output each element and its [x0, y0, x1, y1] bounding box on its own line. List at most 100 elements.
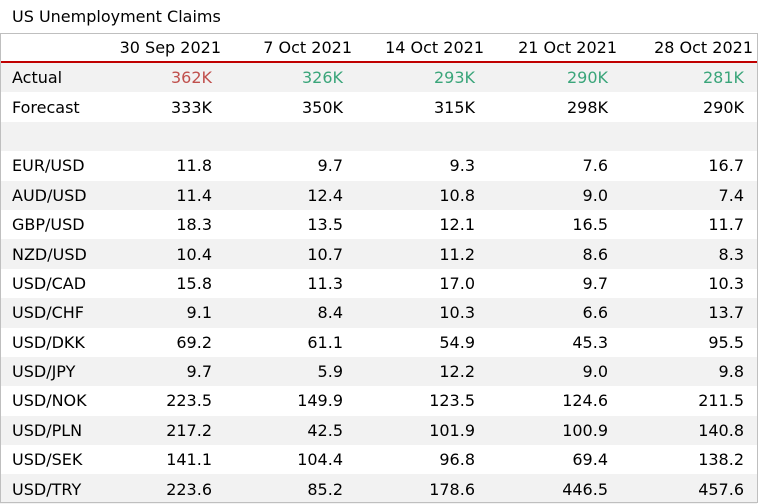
pair-value: 10.3	[356, 298, 488, 328]
pair-value: 8.6	[488, 239, 621, 269]
pair-value: 8.3	[621, 239, 757, 269]
pair-label: NZD/USD	[0, 239, 98, 269]
pair-value: 96.8	[439, 450, 475, 470]
pair-row: EUR/USD 11.8 9.7 9.3 7.6 16.7	[0, 151, 757, 180]
row-label: Actual	[0, 62, 98, 93]
pair-value: 95.5	[708, 332, 744, 352]
date-header: 7 Oct 2021	[225, 33, 356, 63]
pair-value: 15.8	[176, 273, 212, 293]
pair-value: 16.7	[708, 156, 744, 176]
pair-value: 9.0	[488, 180, 621, 210]
forecast-value: 350K	[301, 97, 343, 117]
pair-value: 11.8	[176, 156, 212, 176]
pair-value: 17.0	[439, 273, 475, 293]
pair-value: 223.5	[166, 391, 212, 411]
forecast-value: 290K	[702, 97, 744, 117]
pair-value: 85.2	[225, 474, 356, 504]
pair-value: 54.9	[439, 332, 475, 352]
table-title: US Unemployment Claims	[12, 7, 221, 26]
pair-value: 178.6	[356, 474, 488, 504]
pair-value: 9.7	[98, 356, 225, 387]
pair-value: 11.4	[98, 180, 225, 210]
date-header: 28 Oct 2021	[621, 33, 757, 63]
pair-row: NZD/USD 10.4 10.7 11.2 8.6 8.3	[0, 239, 757, 269]
actual-value: 293K	[356, 62, 488, 93]
pair-value: 149.9	[297, 391, 343, 411]
pair-value: 101.9	[356, 415, 488, 446]
pair-value: 123.5	[429, 391, 475, 411]
pair-value: 10.3	[708, 273, 744, 293]
row-label: Forecast	[12, 97, 80, 117]
spacer-cell	[225, 121, 356, 152]
pair-row: GBP/USD 18.3 13.5 12.1 16.5 11.7	[0, 210, 757, 239]
pair-value: 217.2	[98, 415, 225, 446]
actual-value: 281K	[621, 62, 757, 93]
forecast-value: 315K	[433, 97, 475, 117]
pair-row: USD/SEK 141.1 104.4 96.8 69.4 138.2	[0, 445, 757, 474]
pair-row: USD/PLN 217.2 42.5 101.9 100.9 140.8	[0, 415, 757, 446]
pair-row: USD/DKK 69.2 61.1 54.9 45.3 95.5	[0, 328, 757, 357]
header-corner	[0, 33, 98, 63]
pair-value: 6.6	[488, 298, 621, 328]
pair-value: 223.6	[98, 474, 225, 504]
actual-value: 362K	[98, 62, 225, 93]
pair-row: USD/CAD 15.8 11.3 17.0 9.7 10.3	[0, 269, 757, 298]
pair-value: 16.5	[572, 215, 608, 235]
pair-value: 141.1	[166, 450, 212, 470]
spacer-cell	[0, 121, 98, 152]
pair-row: AUD/USD 11.4 12.4 10.8 9.0 7.4	[0, 180, 757, 210]
pair-label: USD/SEK	[12, 450, 83, 470]
pair-label: EUR/USD	[12, 156, 85, 176]
pair-row: USD/TRY 223.6 85.2 178.6 446.5 457.6	[0, 474, 757, 504]
pair-value: 12.1	[439, 215, 475, 235]
spacer-cell	[98, 121, 225, 152]
pair-label: AUD/USD	[0, 180, 98, 210]
pair-label: USD/DKK	[12, 332, 85, 352]
pair-label: GBP/USD	[12, 215, 85, 235]
pair-value: 7.6	[582, 156, 608, 176]
pair-value: 9.8	[621, 356, 757, 387]
pair-label: USD/NOK	[12, 391, 87, 411]
pair-value: 5.9	[225, 356, 356, 387]
actual-row: Actual 362K 326K 293K 290K 281K	[0, 62, 757, 93]
pair-value: 11.3	[307, 273, 343, 293]
pair-label: USD/PLN	[0, 415, 98, 446]
pair-label: USD/JPY	[0, 356, 98, 387]
pair-value: 18.3	[176, 215, 212, 235]
pair-value: 9.0	[488, 356, 621, 387]
pair-label: USD/TRY	[0, 474, 98, 504]
pair-value: 104.4	[297, 450, 343, 470]
pair-value: 11.7	[708, 215, 744, 235]
forecast-value: 298K	[566, 97, 608, 117]
pair-value: 69.2	[176, 332, 212, 352]
pair-value: 12.2	[356, 356, 488, 387]
pair-value: 100.9	[488, 415, 621, 446]
date-header: 21 Oct 2021	[488, 33, 621, 63]
pair-value: 10.7	[225, 239, 356, 269]
forecast-value: 333K	[170, 97, 212, 117]
spacer-cell	[488, 121, 621, 152]
header-row: 30 Sep 2021 7 Oct 2021 14 Oct 2021 21 Oc…	[0, 33, 757, 63]
pair-row: USD/CHF 9.1 8.4 10.3 6.6 13.7	[0, 298, 757, 328]
pair-value: 124.6	[562, 391, 608, 411]
pair-label: USD/CAD	[12, 273, 87, 293]
claims-table: 30 Sep 2021 7 Oct 2021 14 Oct 2021 21 Oc…	[0, 33, 757, 504]
pair-value: 446.5	[488, 474, 621, 504]
pair-value: 9.7	[317, 156, 343, 176]
pair-value: 10.4	[98, 239, 225, 269]
pair-value: 8.4	[225, 298, 356, 328]
pair-label: USD/CHF	[0, 298, 98, 328]
spacer-cell	[621, 121, 757, 152]
forecast-row: Forecast 333K 350K 315K 298K 290K	[0, 92, 757, 121]
pair-value: 45.3	[572, 332, 608, 352]
pair-value: 457.6	[621, 474, 757, 504]
actual-value: 326K	[225, 62, 356, 93]
spacer-row	[0, 121, 757, 152]
pair-value: 42.5	[225, 415, 356, 446]
pair-value: 138.2	[698, 450, 744, 470]
date-header: 14 Oct 2021	[356, 33, 488, 63]
pair-value: 7.4	[621, 180, 757, 210]
pair-value: 9.1	[98, 298, 225, 328]
pair-value: 69.4	[572, 450, 608, 470]
